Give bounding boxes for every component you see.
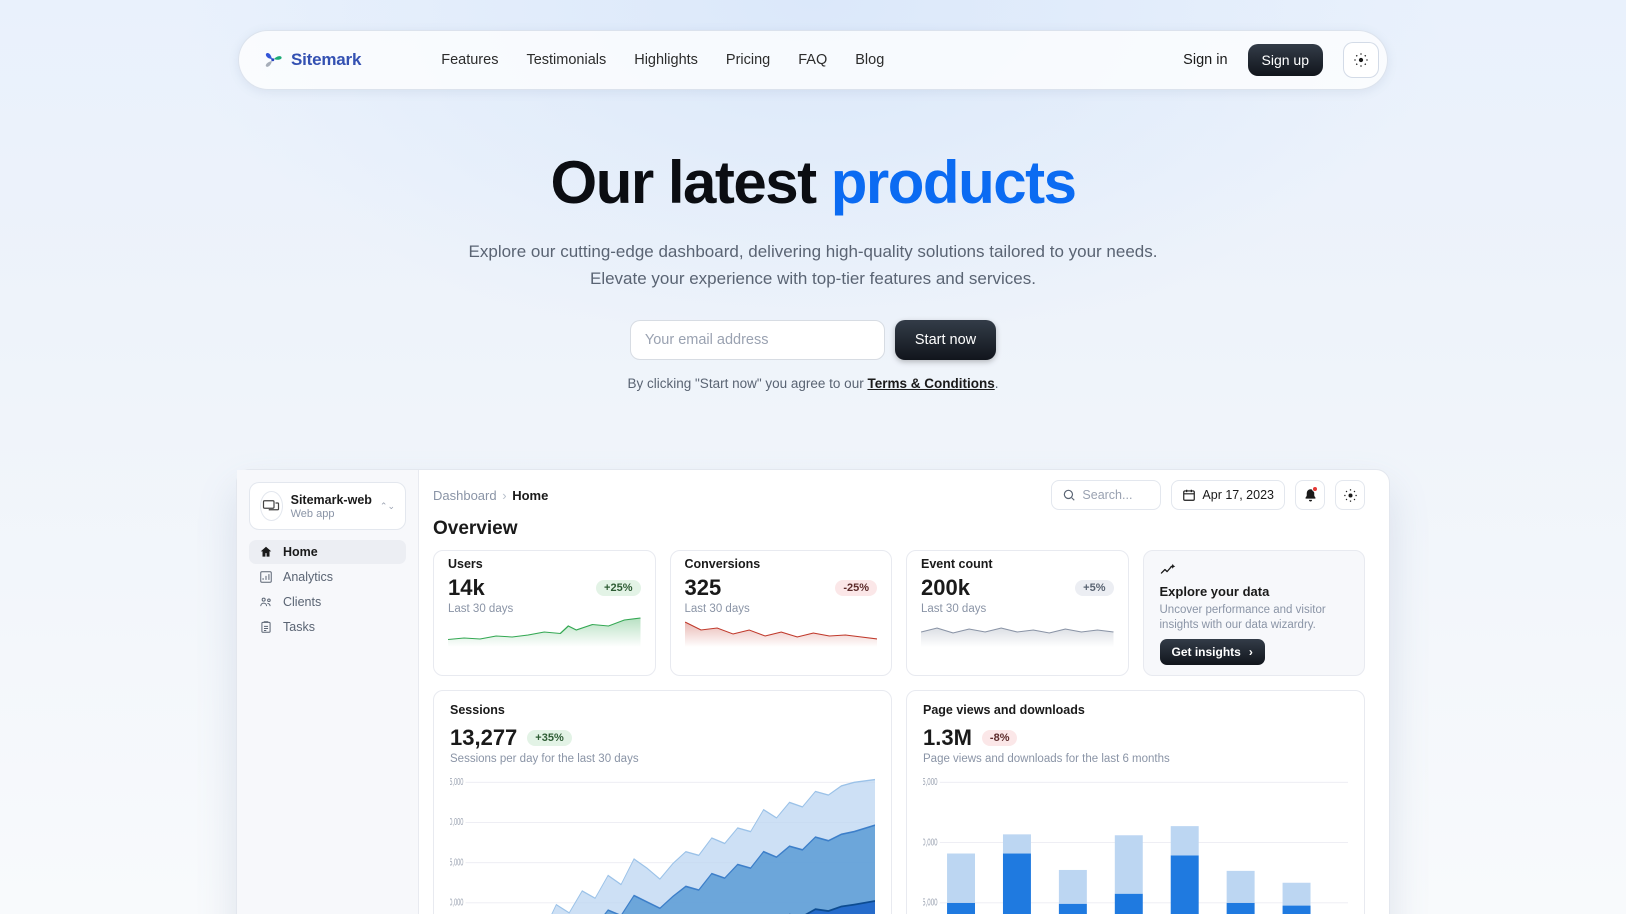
- svg-text:10,000: 10,000: [923, 836, 938, 848]
- svg-text:20,000: 20,000: [450, 817, 464, 828]
- svg-text:15,000: 15,000: [450, 857, 464, 868]
- svg-text:25,000: 25,000: [450, 777, 464, 788]
- svg-text:5,000: 5,000: [923, 896, 938, 908]
- svg-text:10,000: 10,000: [450, 897, 464, 908]
- svg-text:15,000: 15,000: [923, 776, 938, 788]
